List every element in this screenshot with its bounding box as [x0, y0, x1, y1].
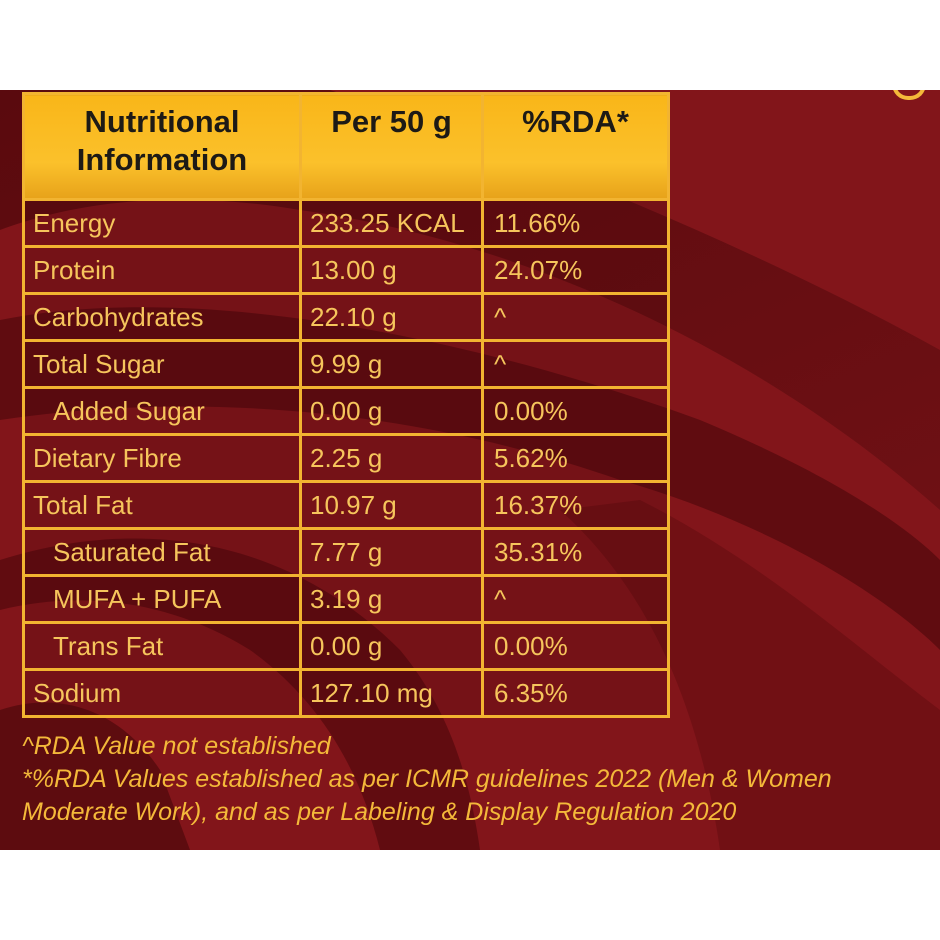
nutrient-rda: 24.07% [481, 245, 670, 295]
table-row: Total Fat 10.97 g 16.37% [22, 480, 670, 530]
nutrient-rda: 5.62% [481, 433, 670, 483]
table-row: Added Sugar 0.00 g 0.00% [22, 386, 670, 436]
nutrition-table: Nutritional Information Per 50 g %RDA* E… [22, 92, 670, 718]
nutrient-name: Carbohydrates [22, 292, 302, 342]
header-per-50g: Per 50 g [299, 92, 484, 201]
table-header-row: Nutritional Information Per 50 g %RDA* [22, 92, 670, 201]
nutrient-amount: 9.99 g [299, 339, 484, 389]
nutrition-panel: Nutritional Information Per 50 g %RDA* E… [0, 90, 940, 850]
nutrient-amount: 7.77 g [299, 527, 484, 577]
table-row: Protein 13.00 g 24.07% [22, 245, 670, 295]
footnote-icmr-line-1: *%RDA Values established as per ICMR gui… [22, 765, 832, 793]
table-row: Trans Fat 0.00 g 0.00% [22, 621, 670, 671]
nutrient-rda: 11.66% [481, 198, 670, 248]
table-row: Saturated Fat 7.77 g 35.31% [22, 527, 670, 577]
nutrient-name: Energy [22, 198, 302, 248]
nutrient-amount: 13.00 g [299, 245, 484, 295]
nutrient-amount: 127.10 mg [299, 668, 484, 718]
nutrient-amount: 3.19 g [299, 574, 484, 624]
nutrient-rda: ^ [481, 339, 670, 389]
table-row: Sodium 127.10 mg 6.35% [22, 668, 670, 718]
footnote-icmr-line-2: Moderate Work), and as per Labeling & Di… [22, 798, 737, 826]
nutrient-amount: 0.00 g [299, 621, 484, 671]
header-line-2: Information [76, 142, 248, 177]
nutrient-amount: 10.97 g [299, 480, 484, 530]
nutrient-rda: ^ [481, 574, 670, 624]
nutrient-name: Saturated Fat [22, 527, 302, 577]
nutrient-name: Total Sugar [22, 339, 302, 389]
nutrient-rda: ^ [481, 292, 670, 342]
nutrient-name: Dietary Fibre [22, 433, 302, 483]
footnotes: ^RDA Value not established *%RDA Values … [22, 730, 832, 829]
nutrient-rda: 0.00% [481, 621, 670, 671]
table-row: Carbohydrates 22.10 g ^ [22, 292, 670, 342]
nutrient-amount: 0.00 g [299, 386, 484, 436]
table-row: Total Sugar 9.99 g ^ [22, 339, 670, 389]
table-row: MUFA + PUFA 3.19 g ^ [22, 574, 670, 624]
nutrient-amount: 22.10 g [299, 292, 484, 342]
table-row: Energy 233.25 KCAL 11.66% [22, 198, 670, 248]
header-line-1: Nutritional [84, 104, 240, 139]
header-nutritional-information: Nutritional Information [22, 92, 302, 201]
nutrient-name: Sodium [22, 668, 302, 718]
nutrient-name: Protein [22, 245, 302, 295]
nutrient-name: Total Fat [22, 480, 302, 530]
nutrient-rda: 16.37% [481, 480, 670, 530]
nutrient-amount: 2.25 g [299, 433, 484, 483]
nutrient-name: MUFA + PUFA [22, 574, 302, 624]
nutrient-rda: 35.31% [481, 527, 670, 577]
header-rda: %RDA* [481, 92, 670, 201]
table-row: Dietary Fibre 2.25 g 5.62% [22, 433, 670, 483]
nutrient-rda: 0.00% [481, 386, 670, 436]
nutrient-name: Added Sugar [22, 386, 302, 436]
nutrient-name: Trans Fat [22, 621, 302, 671]
nutrient-amount: 233.25 KCAL [299, 198, 484, 248]
nutrient-rda: 6.35% [481, 668, 670, 718]
footnote-rda-not-established: ^RDA Value not established [22, 732, 331, 760]
